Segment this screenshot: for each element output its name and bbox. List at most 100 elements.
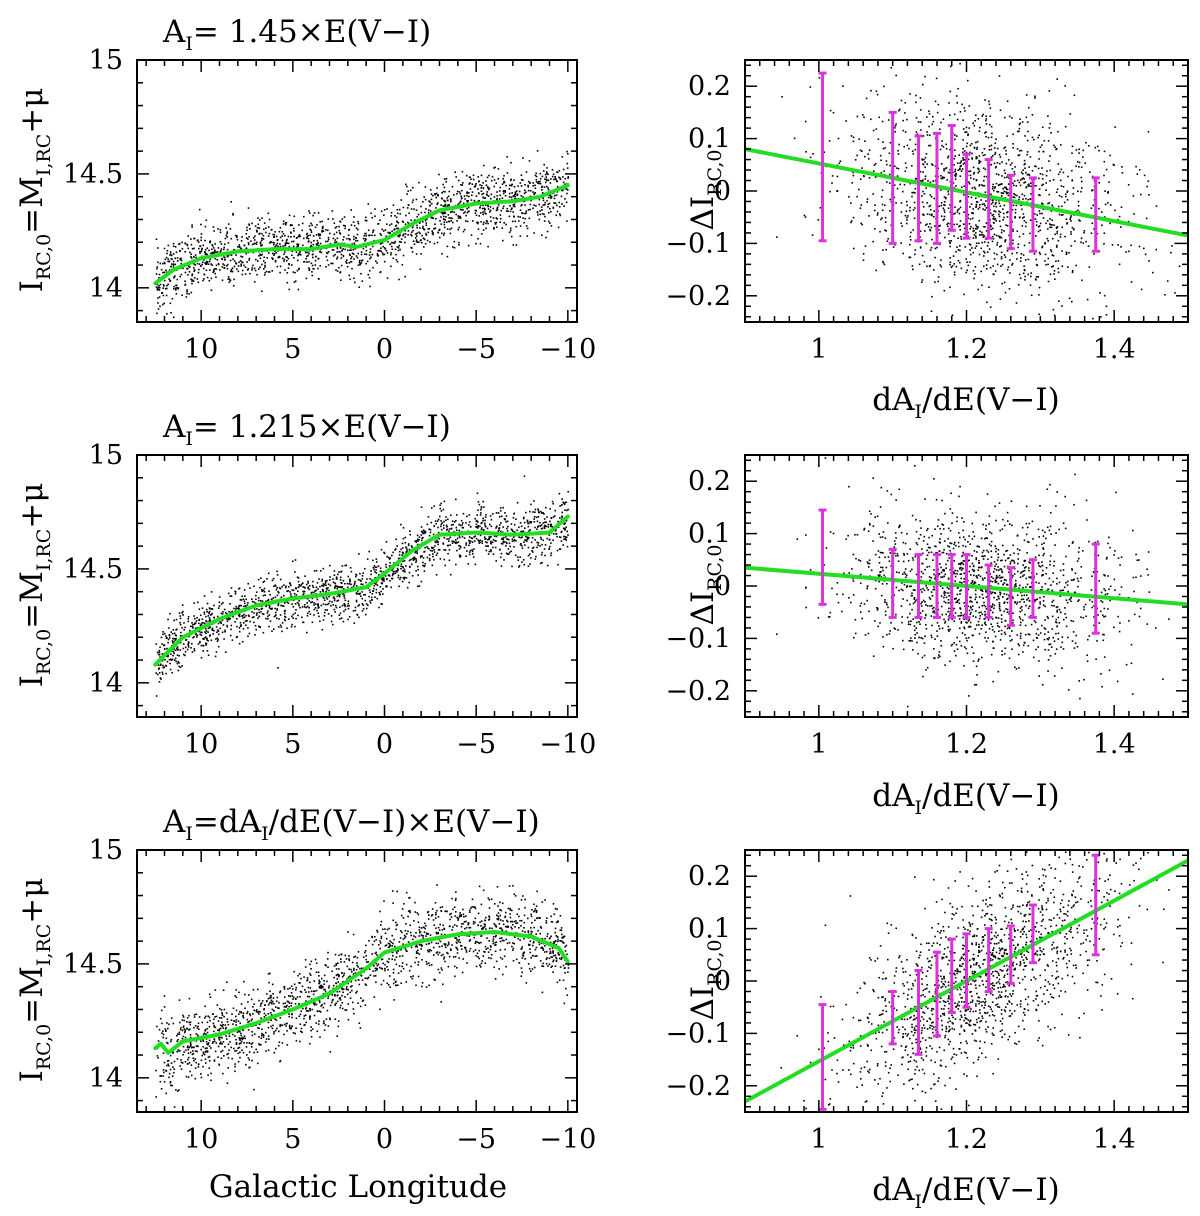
- scatter-point: [368, 234, 370, 237]
- scatter-point: [176, 647, 178, 650]
- scatter-point: [1037, 276, 1039, 278]
- scatter-point: [494, 222, 496, 224]
- scatter-point: [1072, 193, 1075, 195]
- scatter-point: [999, 156, 1002, 158]
- scatter-point: [1007, 194, 1010, 197]
- scatter-point: [303, 604, 306, 606]
- scatter-point: [949, 257, 951, 259]
- scatter-point: [336, 251, 338, 253]
- scatter-point: [288, 288, 291, 291]
- scatter-point: [542, 522, 545, 524]
- scatter-point: [223, 264, 226, 266]
- scatter-point: [246, 229, 248, 232]
- scatter-point: [451, 217, 453, 220]
- scatter-point: [234, 593, 237, 595]
- scatter-point: [1000, 195, 1003, 197]
- scatter-point: [554, 194, 556, 197]
- scatter-point: [259, 241, 262, 244]
- scatter-point: [561, 156, 564, 158]
- scatter-point: [405, 547, 408, 550]
- scatter-point: [541, 175, 544, 178]
- x-tick-label: −10: [539, 334, 596, 365]
- scatter-point: [239, 622, 242, 624]
- scatter-point: [487, 205, 489, 208]
- scatter-point: [998, 75, 1001, 77]
- scatter-point: [992, 201, 994, 204]
- scatter-point: [433, 551, 436, 553]
- scatter-point: [967, 79, 969, 82]
- scatter-point: [200, 656, 203, 659]
- scatter-point: [286, 259, 288, 262]
- scatter-point: [325, 596, 328, 599]
- scatter-point: [1007, 211, 1009, 213]
- scatter-point: [882, 249, 884, 251]
- y-tick-label: −0.1: [665, 228, 731, 259]
- scatter-point: [1081, 279, 1083, 282]
- scatter-point: [372, 245, 374, 248]
- ylabel-left-middle: IRC,0=MI,RC+μ: [14, 483, 55, 688]
- scatter-point: [983, 235, 985, 237]
- scatter-point: [269, 240, 272, 243]
- scatter-point: [334, 253, 336, 256]
- scatter-point: [1109, 154, 1111, 157]
- scatter-point: [400, 199, 403, 201]
- scatter-point: [262, 594, 265, 597]
- scatter-point: [347, 575, 350, 578]
- scatter-point: [971, 212, 973, 214]
- scatter-point: [485, 213, 487, 215]
- scatter-point: [238, 244, 241, 246]
- scatter-point: [471, 553, 474, 555]
- scatter-point: [210, 608, 213, 610]
- scatter-point: [176, 654, 179, 656]
- scatter-point: [348, 605, 350, 607]
- scatter-point: [422, 227, 424, 229]
- scatter-point: [353, 582, 356, 585]
- scatter-point: [524, 204, 526, 206]
- scatter-point: [505, 515, 508, 517]
- scatter-point: [422, 564, 424, 567]
- scatter-point: [166, 287, 168, 290]
- scatter-point: [562, 501, 564, 504]
- scatter-point: [489, 216, 492, 218]
- scatter-point: [999, 183, 1001, 186]
- scatter-point: [1092, 204, 1094, 207]
- scatter-point: [227, 242, 230, 244]
- scatter-point: [174, 287, 177, 289]
- scatter-point: [559, 177, 561, 179]
- scatter-point: [1061, 205, 1063, 208]
- scatter-point: [155, 286, 158, 288]
- scatter-point: [523, 516, 525, 519]
- scatter-point: [912, 268, 914, 271]
- scatter-point: [319, 234, 321, 236]
- scatter-point: [297, 235, 300, 238]
- scatter-point: [487, 538, 489, 541]
- scatter-point: [402, 570, 404, 572]
- scatter-point: [441, 253, 443, 255]
- scatter-point: [259, 242, 262, 245]
- scatter-point: [542, 197, 544, 199]
- scatter-point: [338, 229, 341, 232]
- scatter-point: [1028, 183, 1030, 186]
- scatter-point: [172, 650, 175, 653]
- scatter-point: [439, 507, 442, 510]
- scatter-point: [564, 538, 567, 540]
- scatter-point: [344, 605, 346, 608]
- scatter-point: [317, 267, 319, 270]
- scatter-point: [1178, 265, 1181, 267]
- scatter-point: [240, 255, 242, 258]
- scatter-point: [527, 522, 530, 525]
- scatter-point: [173, 659, 176, 661]
- scatter-point: [900, 222, 902, 225]
- scatter-point: [1035, 224, 1038, 226]
- scatter-point: [477, 221, 479, 224]
- scatter-point: [164, 258, 167, 261]
- scatter-point: [520, 525, 523, 528]
- scatter-point: [178, 612, 181, 614]
- scatter-point: [1034, 165, 1036, 167]
- scatter-point: [274, 245, 277, 248]
- scatter-point: [493, 228, 495, 230]
- scatter-point: [465, 542, 467, 544]
- scatter-point: [544, 181, 547, 184]
- scatter-point: [243, 616, 246, 618]
- scatter-point: [357, 220, 359, 223]
